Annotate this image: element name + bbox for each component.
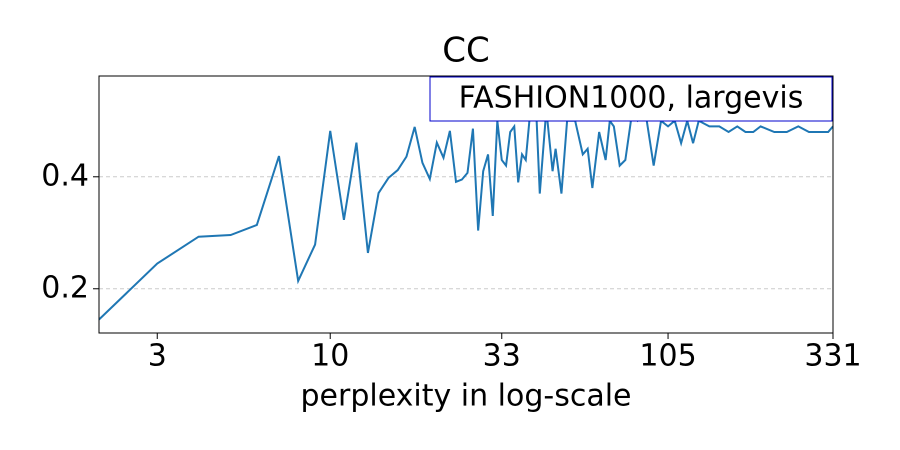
y-tick-label: 0.2: [41, 270, 89, 305]
annotation-box: [429, 76, 833, 122]
x-tick-label: 331: [804, 339, 861, 374]
x-tick-label: 33: [483, 339, 521, 374]
plot-frame: [98, 75, 834, 334]
x-axis-label: perplexity in log-scale: [300, 379, 631, 414]
x-tick-label: 10: [311, 339, 349, 374]
chart-title: CC: [442, 31, 489, 71]
annotation: FASHION1000, largevis: [459, 81, 804, 116]
x-tick-label: 105: [639, 339, 696, 374]
y-tick-label: 0.4: [41, 158, 89, 193]
data-line: [99, 106, 833, 321]
x-tick-label: 3: [148, 339, 167, 374]
